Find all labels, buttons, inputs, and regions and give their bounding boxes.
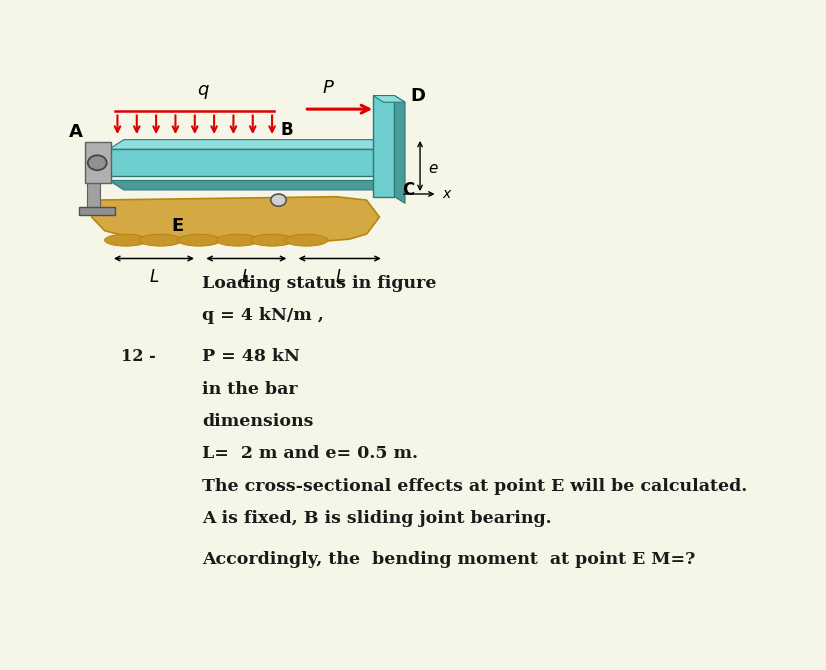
Ellipse shape <box>105 234 148 246</box>
Text: dimensions: dimensions <box>202 413 314 429</box>
Polygon shape <box>85 143 111 183</box>
Text: Loading status in figure: Loading status in figure <box>202 275 437 292</box>
Text: A: A <box>69 123 83 141</box>
Polygon shape <box>78 207 116 215</box>
Ellipse shape <box>285 234 328 246</box>
Polygon shape <box>384 139 399 190</box>
Polygon shape <box>373 96 395 197</box>
Text: Accordingly, the  bending moment  at point E M=?: Accordingly, the bending moment at point… <box>202 551 695 568</box>
Text: $q$: $q$ <box>197 82 210 100</box>
Text: in the bar: in the bar <box>202 381 298 398</box>
Text: A is fixed, B is sliding joint bearing.: A is fixed, B is sliding joint bearing. <box>202 510 552 527</box>
Text: $L$: $L$ <box>149 268 159 286</box>
Text: $P$: $P$ <box>321 79 335 97</box>
Ellipse shape <box>178 234 221 246</box>
Ellipse shape <box>250 234 293 246</box>
Circle shape <box>88 155 107 170</box>
Text: P = 48 kN: P = 48 kN <box>202 348 301 365</box>
Polygon shape <box>373 96 405 103</box>
Text: B: B <box>281 121 293 139</box>
Ellipse shape <box>216 234 259 246</box>
Ellipse shape <box>139 234 182 246</box>
Polygon shape <box>109 149 384 176</box>
Text: q = 4 kN/m ,: q = 4 kN/m , <box>202 307 325 324</box>
Text: $L$: $L$ <box>241 268 251 286</box>
Text: The cross-sectional effects at point E will be calculated.: The cross-sectional effects at point E w… <box>202 478 748 494</box>
Circle shape <box>271 194 287 206</box>
Polygon shape <box>88 183 100 207</box>
Text: 12 -: 12 - <box>121 348 156 365</box>
Text: C: C <box>402 181 415 199</box>
Text: $e$: $e$ <box>428 161 439 176</box>
Polygon shape <box>395 96 405 204</box>
Text: E: E <box>172 216 183 234</box>
Text: L=  2 m and e= 0.5 m.: L= 2 m and e= 0.5 m. <box>202 445 419 462</box>
Polygon shape <box>92 197 379 243</box>
Text: D: D <box>411 86 425 105</box>
Text: $x$: $x$ <box>442 187 453 201</box>
Polygon shape <box>109 139 399 149</box>
Text: $L$: $L$ <box>335 268 345 286</box>
Polygon shape <box>109 180 399 190</box>
